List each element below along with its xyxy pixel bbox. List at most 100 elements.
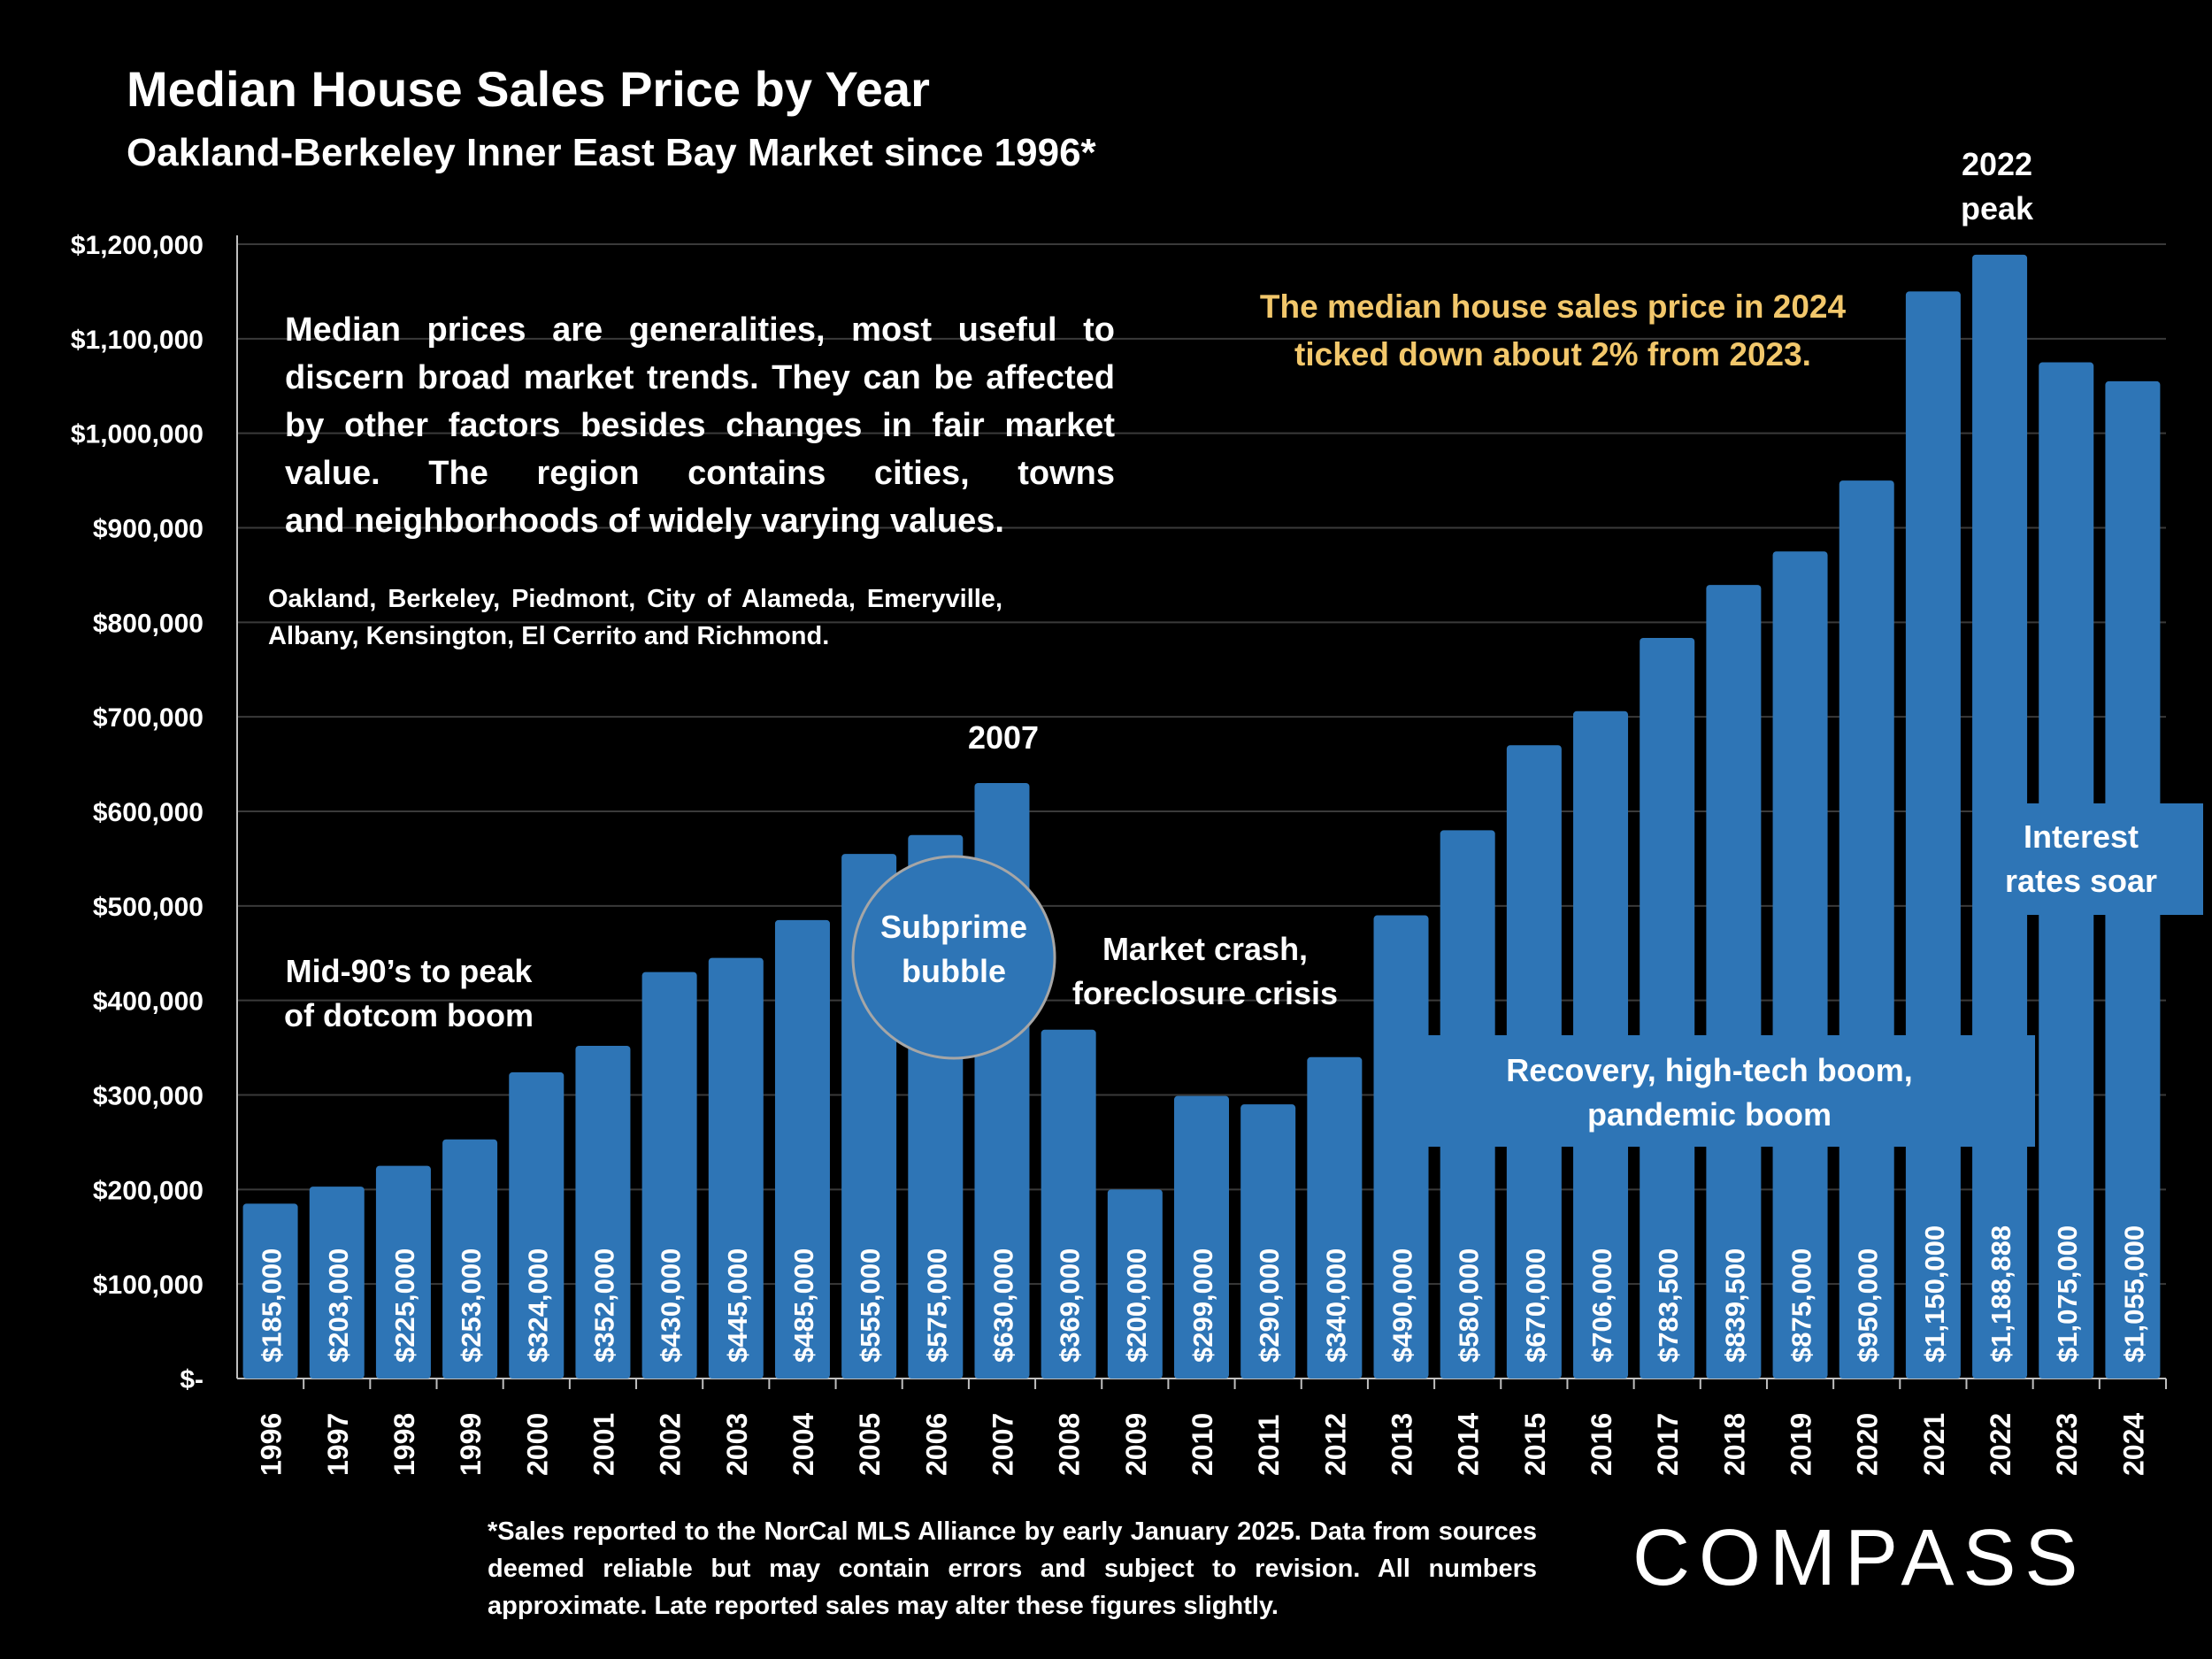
x-tick-label: 1997 — [322, 1413, 354, 1476]
x-tick-label: 2022 — [1985, 1413, 2016, 1476]
data-label: $352,000 — [588, 1248, 619, 1363]
data-label: $185,000 — [257, 1248, 288, 1363]
y-tick-label: $600,000 — [93, 798, 204, 827]
bar — [1107, 1189, 1163, 1379]
x-tick-label: 2007 — [987, 1413, 1018, 1476]
subprime-label: Subprime — [880, 909, 1027, 945]
note-line: Median prices are generalities, most use… — [285, 311, 1115, 349]
x-tick-label: 2019 — [1786, 1413, 1817, 1476]
data-label: $670,000 — [1520, 1248, 1551, 1363]
data-label: $485,000 — [788, 1248, 819, 1363]
bar — [1307, 1056, 1363, 1379]
x-tick-label: 2016 — [1586, 1413, 1617, 1476]
data-label: $225,000 — [389, 1248, 420, 1363]
rates-label: rates soar — [2005, 863, 2157, 899]
footnote: *Sales reported to the NorCal MLS Allian… — [488, 1517, 1537, 1620]
yellow-callout: The median house sales price in 2024 tic… — [1199, 283, 1907, 379]
x-tick-label: 2023 — [2051, 1413, 2083, 1476]
x-tick-label: 2002 — [655, 1413, 687, 1476]
chart-subtitle: Oakland-Berkeley Inner East Bay Market s… — [127, 131, 1096, 174]
x-tick-label: 2011 — [1253, 1415, 1285, 1476]
x-tick-label: 2001 — [588, 1413, 619, 1476]
y-tick-label: $1,100,000 — [71, 326, 204, 355]
x-tick-label: 2013 — [1386, 1413, 1418, 1476]
cities-note: Oakland, Berkeley, Piedmont, City of Ala… — [268, 585, 1002, 650]
data-label: $253,000 — [456, 1248, 487, 1363]
data-label: $445,000 — [722, 1248, 753, 1363]
data-label: $783,500 — [1653, 1248, 1684, 1363]
peak-2022-label: 2022 — [1962, 146, 2032, 182]
recovery-label: pandemic boom — [1587, 1096, 1832, 1133]
bar — [1240, 1104, 1296, 1379]
data-label: $575,000 — [921, 1248, 952, 1363]
x-tick-label: 2010 — [1187, 1413, 1218, 1476]
x-tick-label: 2015 — [1519, 1413, 1551, 1476]
x-tick-label: 2020 — [1852, 1413, 1884, 1476]
subprime-label: bubble — [902, 953, 1006, 989]
bar — [509, 1071, 565, 1379]
x-tick-label: 2021 — [1918, 1413, 1950, 1476]
bar — [1041, 1029, 1096, 1379]
x-tick-label: 2014 — [1453, 1413, 1485, 1476]
x-tick-label: 1998 — [388, 1413, 420, 1476]
chart-title: Median House Sales Price by Year — [127, 61, 930, 117]
x-tick-label: 2000 — [521, 1413, 553, 1476]
data-label: $203,000 — [323, 1248, 354, 1363]
y-tick-label: $500,000 — [93, 893, 204, 922]
bar — [641, 972, 697, 1379]
x-tick-label: 1999 — [455, 1413, 487, 1476]
x-tick-label: 2003 — [721, 1413, 753, 1476]
data-label: $299,000 — [1187, 1248, 1218, 1363]
recovery-label: Recovery, high-tech boom, — [1506, 1052, 1912, 1088]
data-label: $875,000 — [1786, 1248, 1817, 1363]
dotcom-label: Mid-90’s to peak — [286, 953, 534, 989]
year-2007-label: 2007 — [968, 719, 1039, 756]
crash-label: foreclosure crisis — [1072, 975, 1338, 1011]
data-label: $1,150,000 — [1919, 1225, 1950, 1363]
data-label: $290,000 — [1254, 1248, 1285, 1363]
x-tick-label: 2006 — [920, 1413, 952, 1476]
bar — [309, 1187, 365, 1379]
y-tick-label: $- — [180, 1365, 204, 1394]
y-tick-label: $800,000 — [93, 609, 204, 638]
bar — [1905, 291, 1961, 1379]
data-label: $430,000 — [656, 1248, 687, 1363]
bar — [575, 1045, 631, 1379]
bar — [242, 1203, 298, 1379]
dotcom-label: of dotcom boom — [284, 997, 534, 1033]
y-tick-label: $1,000,000 — [71, 420, 204, 449]
data-label: $369,000 — [1055, 1248, 1086, 1363]
data-label: $340,000 — [1320, 1248, 1351, 1363]
x-tick-label: 2018 — [1718, 1413, 1750, 1476]
yellow-callout-line: ticked down about 2% from 2023. — [1294, 336, 1811, 373]
y-tick-label: $900,000 — [93, 515, 204, 544]
note-line: affected by other factors besides change… — [285, 359, 1115, 444]
x-tick-label: 1996 — [256, 1413, 288, 1476]
bar — [774, 919, 830, 1379]
compass-logo: COMPASS — [1632, 1514, 2087, 1602]
y-tick-label: $700,000 — [93, 703, 204, 733]
bar — [1839, 480, 1894, 1379]
data-label: $630,000 — [987, 1248, 1018, 1363]
x-tick-label: 2008 — [1054, 1413, 1086, 1476]
bar — [1706, 585, 1762, 1379]
data-label: $1,055,000 — [2118, 1225, 2149, 1363]
data-label: $950,000 — [1853, 1248, 1884, 1363]
y-tick-label: $200,000 — [93, 1176, 204, 1205]
bar — [1640, 637, 1695, 1379]
x-tick-label: 2005 — [854, 1413, 886, 1476]
note-line: discern broad market trends. They can be — [285, 359, 973, 396]
note-line: and neighborhoods of widely varying valu… — [285, 503, 1004, 540]
bar — [375, 1165, 431, 1379]
bar — [442, 1139, 498, 1379]
data-label: $200,000 — [1121, 1248, 1152, 1363]
note-line: market value. The region contains cities… — [285, 407, 1115, 492]
data-label: $1,075,000 — [2052, 1225, 2083, 1363]
x-tick-label: 2017 — [1652, 1413, 1684, 1476]
bar — [1373, 915, 1429, 1379]
y-tick-label: $400,000 — [93, 987, 204, 1017]
x-tick-label: 2004 — [787, 1413, 819, 1476]
data-label: $580,000 — [1454, 1248, 1485, 1363]
peak-2022-label: peak — [1961, 190, 2034, 227]
